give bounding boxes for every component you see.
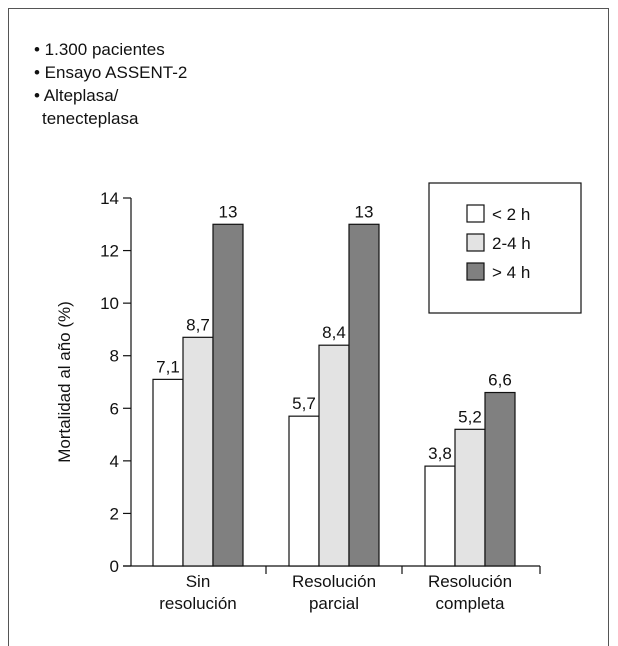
y-tick-label: 8 — [110, 347, 119, 366]
frame-left-border — [8, 8, 9, 646]
chart-legend: < 2 h 2-4 h > 4 h — [428, 182, 582, 314]
legend-swatch — [466, 262, 485, 281]
bar — [484, 391, 516, 567]
x-category-label: Resolución — [292, 572, 376, 591]
bar — [288, 415, 320, 567]
bar — [182, 336, 214, 567]
bar — [348, 223, 380, 567]
bar — [454, 428, 486, 567]
bar-value-label: 13 — [219, 202, 238, 221]
bar — [152, 378, 184, 567]
x-category-label: completa — [436, 594, 506, 613]
chart-axes: 0 2 4 6 8 10 12 14 Mortalidad al año (%) Sin resol… — [55, 189, 541, 613]
y-tick-label: 10 — [100, 294, 119, 313]
bar-value-label: 13 — [355, 202, 374, 221]
legend-label: 2-4 h — [492, 234, 531, 253]
bar — [424, 465, 456, 567]
legend-swatch — [466, 233, 485, 252]
x-category-label: Sin — [186, 572, 211, 591]
frame-top-border — [8, 8, 608, 9]
x-category-label: resolución — [159, 594, 237, 613]
y-tick-label: 6 — [110, 399, 119, 418]
x-category-label: Resolución — [428, 572, 512, 591]
legend-label: < 2 h — [492, 205, 530, 224]
note-item: • Alteplasa/ — [34, 86, 119, 105]
bar-value-label: 8,7 — [186, 315, 210, 334]
y-tick-label: 12 — [100, 242, 119, 261]
bar-value-label: 8,4 — [322, 323, 346, 342]
bar-value-label: 5,7 — [292, 394, 316, 413]
legend-box — [428, 182, 582, 314]
bar — [318, 344, 350, 567]
legend-label: > 4 h — [492, 263, 530, 282]
note-item: • Ensayo ASSENT-2 — [34, 63, 188, 82]
bar-value-label: 7,1 — [156, 357, 180, 376]
x-category-label: parcial — [309, 594, 359, 613]
y-tick-label: 4 — [110, 452, 119, 471]
frame-right-border — [608, 8, 609, 646]
bar-value-label: 6,6 — [488, 371, 512, 390]
y-tick-label: 2 — [110, 504, 119, 523]
bar-value-label: 5,2 — [458, 407, 482, 426]
y-axis-title: Mortalidad al año (%) — [55, 301, 74, 463]
chart-bars: 7,1 8,7 13 5,7 8,4 13 3,8 5,2 6,6 — [152, 202, 516, 567]
note-item: • 1.300 pacientes — [34, 40, 165, 59]
bar — [212, 223, 244, 567]
legend-swatch — [466, 204, 485, 223]
y-tick-label: 0 — [110, 557, 119, 576]
y-tick-label: 14 — [100, 189, 119, 208]
bar-value-label: 3,8 — [428, 444, 452, 463]
notes-list: • 1.300 pacientes • Ensayo ASSENT-2 • Al… — [34, 38, 187, 130]
note-item: tenecteplasa — [42, 109, 139, 128]
